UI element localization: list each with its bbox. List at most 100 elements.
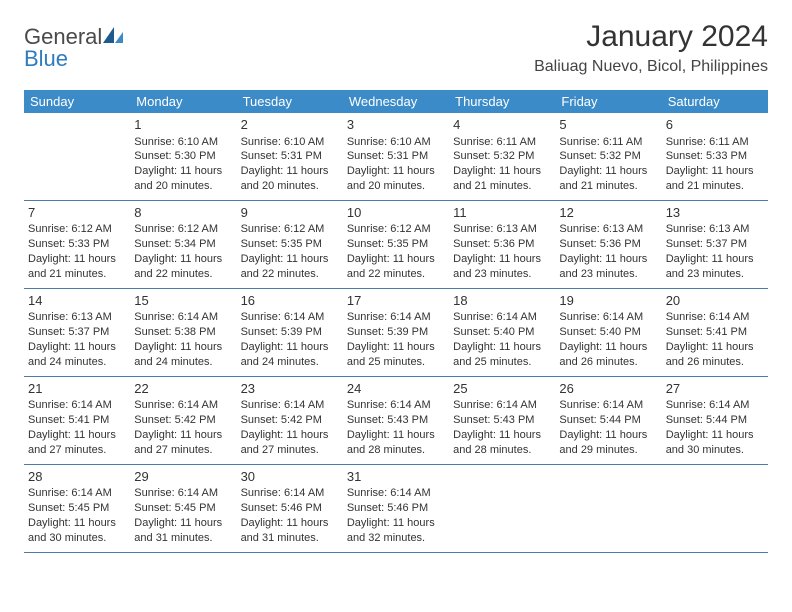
day-sunset: Sunset: 5:46 PM: [347, 501, 445, 516]
day-number: 19: [559, 292, 657, 310]
day-sunrise: Sunrise: 6:14 AM: [241, 398, 339, 413]
day-d2: and 26 minutes.: [559, 355, 657, 370]
day-sunrise: Sunrise: 6:12 AM: [347, 222, 445, 237]
day-d2: and 24 minutes.: [134, 355, 232, 370]
day-d2: and 21 minutes.: [453, 179, 551, 194]
day-d1: Daylight: 11 hours: [134, 164, 232, 179]
day-number: 13: [666, 204, 764, 222]
day-sunset: Sunset: 5:35 PM: [347, 237, 445, 252]
day-sunset: Sunset: 5:41 PM: [666, 325, 764, 340]
day-sunset: Sunset: 5:39 PM: [347, 325, 445, 340]
calendar-day-cell: 18Sunrise: 6:14 AMSunset: 5:40 PMDayligh…: [449, 288, 555, 376]
day-sunrise: Sunrise: 6:14 AM: [134, 398, 232, 413]
calendar-day-cell: 10Sunrise: 6:12 AMSunset: 5:35 PMDayligh…: [343, 200, 449, 288]
day-d2: and 31 minutes.: [241, 531, 339, 546]
day-number: 5: [559, 116, 657, 134]
day-number: 29: [134, 468, 232, 486]
day-sunset: Sunset: 5:41 PM: [28, 413, 126, 428]
day-number: 25: [453, 380, 551, 398]
day-d1: Daylight: 11 hours: [666, 340, 764, 355]
day-d1: Daylight: 11 hours: [28, 428, 126, 443]
calendar-page: GeneralBlue January 2024 Baliuag Nuevo, …: [0, 0, 792, 573]
day-number: 11: [453, 204, 551, 222]
day-sunrise: Sunrise: 6:13 AM: [453, 222, 551, 237]
day-d2: and 26 minutes.: [666, 355, 764, 370]
day-d1: Daylight: 11 hours: [453, 428, 551, 443]
day-d2: and 20 minutes.: [347, 179, 445, 194]
day-sunset: Sunset: 5:44 PM: [666, 413, 764, 428]
day-sunrise: Sunrise: 6:13 AM: [666, 222, 764, 237]
calendar-day-cell: 11Sunrise: 6:13 AMSunset: 5:36 PMDayligh…: [449, 200, 555, 288]
calendar-day-cell: 3Sunrise: 6:10 AMSunset: 5:31 PMDaylight…: [343, 113, 449, 200]
day-d1: Daylight: 11 hours: [559, 340, 657, 355]
day-number: 22: [134, 380, 232, 398]
day-number: 8: [134, 204, 232, 222]
day-d1: Daylight: 11 hours: [241, 340, 339, 355]
calendar-day-cell: 14Sunrise: 6:13 AMSunset: 5:37 PMDayligh…: [24, 288, 130, 376]
day-sunrise: Sunrise: 6:11 AM: [453, 135, 551, 150]
day-d2: and 25 minutes.: [347, 355, 445, 370]
calendar-day-cell: 1Sunrise: 6:10 AMSunset: 5:30 PMDaylight…: [130, 113, 236, 200]
day-sunrise: Sunrise: 6:14 AM: [241, 486, 339, 501]
calendar-day-cell: [662, 464, 768, 552]
day-sunrise: Sunrise: 6:14 AM: [347, 310, 445, 325]
weekday-row: SundayMondayTuesdayWednesdayThursdayFrid…: [24, 90, 768, 113]
day-number: 12: [559, 204, 657, 222]
day-sunrise: Sunrise: 6:14 AM: [453, 398, 551, 413]
calendar-day-cell: 27Sunrise: 6:14 AMSunset: 5:44 PMDayligh…: [662, 376, 768, 464]
day-number: 14: [28, 292, 126, 310]
day-d2: and 28 minutes.: [347, 443, 445, 458]
day-sunrise: Sunrise: 6:10 AM: [347, 135, 445, 150]
calendar-day-cell: [24, 113, 130, 200]
day-d2: and 29 minutes.: [559, 443, 657, 458]
weekday-header: Monday: [130, 90, 236, 113]
brand-logo: GeneralBlue: [24, 20, 124, 70]
day-sunset: Sunset: 5:37 PM: [666, 237, 764, 252]
calendar-day-cell: 6Sunrise: 6:11 AMSunset: 5:33 PMDaylight…: [662, 113, 768, 200]
day-sunrise: Sunrise: 6:14 AM: [666, 398, 764, 413]
day-sunset: Sunset: 5:46 PM: [241, 501, 339, 516]
day-d2: and 30 minutes.: [666, 443, 764, 458]
day-sunrise: Sunrise: 6:11 AM: [559, 135, 657, 150]
day-d1: Daylight: 11 hours: [347, 516, 445, 531]
calendar-day-cell: 23Sunrise: 6:14 AMSunset: 5:42 PMDayligh…: [237, 376, 343, 464]
day-d2: and 20 minutes.: [241, 179, 339, 194]
day-d1: Daylight: 11 hours: [241, 164, 339, 179]
calendar-day-cell: 25Sunrise: 6:14 AMSunset: 5:43 PMDayligh…: [449, 376, 555, 464]
day-number: 20: [666, 292, 764, 310]
sail-icon: [102, 26, 124, 48]
day-number: 6: [666, 116, 764, 134]
day-d1: Daylight: 11 hours: [28, 516, 126, 531]
day-sunrise: Sunrise: 6:10 AM: [241, 135, 339, 150]
day-sunrise: Sunrise: 6:14 AM: [28, 486, 126, 501]
day-number: 16: [241, 292, 339, 310]
brand-part2: Blue: [24, 46, 68, 71]
day-number: 28: [28, 468, 126, 486]
day-sunset: Sunset: 5:39 PM: [241, 325, 339, 340]
calendar-day-cell: 22Sunrise: 6:14 AMSunset: 5:42 PMDayligh…: [130, 376, 236, 464]
calendar-head: SundayMondayTuesdayWednesdayThursdayFrid…: [24, 90, 768, 113]
day-d2: and 23 minutes.: [453, 267, 551, 282]
day-d1: Daylight: 11 hours: [241, 428, 339, 443]
day-d1: Daylight: 11 hours: [453, 164, 551, 179]
day-d2: and 23 minutes.: [666, 267, 764, 282]
day-d2: and 31 minutes.: [134, 531, 232, 546]
calendar-day-cell: 19Sunrise: 6:14 AMSunset: 5:40 PMDayligh…: [555, 288, 661, 376]
month-title: January 2024: [534, 20, 768, 54]
day-sunset: Sunset: 5:32 PM: [453, 149, 551, 164]
day-number: 10: [347, 204, 445, 222]
calendar-day-cell: 15Sunrise: 6:14 AMSunset: 5:38 PMDayligh…: [130, 288, 236, 376]
day-number: 2: [241, 116, 339, 134]
day-d1: Daylight: 11 hours: [453, 340, 551, 355]
day-d2: and 22 minutes.: [347, 267, 445, 282]
day-d2: and 25 minutes.: [453, 355, 551, 370]
day-sunrise: Sunrise: 6:14 AM: [559, 310, 657, 325]
calendar-day-cell: 30Sunrise: 6:14 AMSunset: 5:46 PMDayligh…: [237, 464, 343, 552]
weekday-header: Thursday: [449, 90, 555, 113]
day-d2: and 27 minutes.: [134, 443, 232, 458]
day-d2: and 24 minutes.: [241, 355, 339, 370]
day-d1: Daylight: 11 hours: [666, 252, 764, 267]
calendar-day-cell: 31Sunrise: 6:14 AMSunset: 5:46 PMDayligh…: [343, 464, 449, 552]
day-d1: Daylight: 11 hours: [347, 340, 445, 355]
day-d1: Daylight: 11 hours: [347, 164, 445, 179]
